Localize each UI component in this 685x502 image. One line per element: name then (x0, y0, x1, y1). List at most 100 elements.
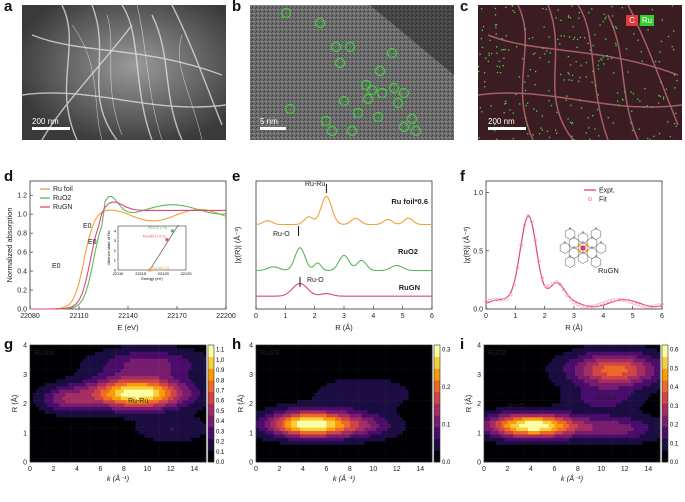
i-cell-6-11 (501, 382, 505, 387)
g-cell-59-3 (203, 355, 207, 360)
i-cell-2-27 (489, 437, 494, 442)
g-cell-34-15 (129, 396, 133, 401)
g-cell-51-19 (179, 410, 183, 415)
h-cell-7-14 (276, 393, 280, 397)
g-cell-12-16 (65, 400, 69, 404)
h-cell-13-10 (294, 379, 298, 384)
g-cell-17-8 (79, 372, 84, 377)
g-cell-48-15 (170, 396, 175, 401)
g-cell-40-29 (147, 444, 151, 449)
h-cell-4-25 (267, 431, 271, 435)
g-cell-13-27 (68, 437, 72, 442)
g-cell-0-29 (30, 444, 34, 449)
h-cell-9-15 (282, 396, 286, 401)
g-cell-3-7 (38, 369, 43, 373)
i-cell-1-25 (486, 431, 491, 435)
h-cell-10-19 (285, 410, 289, 415)
g-cell-14-0 (71, 345, 75, 349)
g-cell-45-30 (162, 448, 166, 452)
ru-signal-dot-7 (579, 36, 581, 38)
g-cell-18-27 (82, 437, 87, 442)
g-cell-38-17 (141, 403, 145, 408)
g-cell-3-13 (38, 389, 43, 394)
g-cell-26-7 (106, 369, 110, 373)
ru-signal-dot-136 (534, 84, 536, 86)
g-cell-43-33 (156, 458, 160, 463)
g-cell-36-13 (135, 389, 139, 394)
g-cbar-seg-7 (208, 443, 214, 446)
g-cell-39-14 (144, 393, 148, 397)
g-cell-34-26 (129, 434, 133, 439)
g-cell-59-6 (203, 365, 207, 370)
g-cell-59-28 (203, 441, 207, 446)
g-cell-16-8 (76, 372, 81, 377)
g-cell-30-10 (118, 379, 122, 384)
ru-signal-dot-88 (589, 138, 591, 140)
h-cell-14-2 (297, 351, 301, 356)
g-cell-59-10 (203, 379, 207, 384)
g-cell-42-25 (153, 431, 157, 435)
g-cell-30-14 (118, 393, 122, 397)
g-cell-47-18 (167, 406, 172, 411)
g-cell-20-30 (88, 448, 92, 452)
h-cell-11-29 (288, 444, 292, 449)
g-cell-53-0 (185, 345, 189, 349)
g-cell-35-29 (132, 444, 136, 449)
g-cell-49-6 (173, 365, 177, 370)
g-cell-25-26 (103, 434, 107, 439)
g-cell-5-21 (44, 417, 48, 422)
g-cell-12-0 (65, 345, 69, 349)
g-cell-50-11 (176, 382, 180, 387)
h-cell-12-20 (291, 413, 295, 418)
g-cell-43-15 (156, 396, 160, 401)
g-cell-5-31 (44, 451, 48, 456)
h-cell-6-28 (273, 441, 277, 446)
g-cell-14-16 (71, 400, 75, 404)
ru-signal-dot-242 (621, 7, 623, 9)
g-cell-41-21 (150, 417, 154, 422)
g-cell-39-24 (144, 427, 148, 432)
g-cell-17-30 (79, 448, 84, 452)
g-cell-52-11 (182, 382, 186, 387)
i-cell-6-30 (501, 448, 505, 452)
g-cell-14-24 (71, 427, 75, 432)
g-cell-0-0 (30, 345, 34, 349)
f-fit-point-88 (639, 303, 643, 308)
g-cell-50-23 (176, 424, 180, 428)
g-cell-15-8 (74, 372, 78, 377)
g-cell-21-15 (91, 396, 95, 401)
g-cell-28-3 (112, 355, 116, 360)
h-cell-5-30 (270, 448, 274, 452)
g-cell-39-22 (144, 420, 148, 425)
g-cell-14-3 (71, 355, 75, 360)
g-cell-17-29 (79, 444, 84, 449)
g-cell-2-17 (35, 403, 40, 408)
ru-atom-circle-13 (392, 97, 404, 109)
g-cell-46-24 (164, 427, 169, 432)
h-cell-4-28 (267, 441, 271, 446)
h-cell-7-32 (276, 455, 280, 459)
h-cell-12-9 (291, 376, 295, 380)
g-cell-3-5 (38, 362, 43, 366)
g-cell-51-29 (179, 444, 183, 449)
g-cell-20-9 (88, 376, 92, 380)
g-cell-7-11 (50, 382, 54, 387)
h-cell-10-15 (285, 396, 289, 401)
g-cell-30-22 (118, 420, 122, 425)
g-cell-12-32 (65, 455, 69, 459)
ru-signal-dot-108 (647, 29, 649, 31)
g-cell-1-14 (32, 393, 37, 397)
h-cell-3-1 (264, 348, 269, 353)
ru-atom-circle-17 (372, 111, 384, 123)
g-cell-50-7 (176, 369, 180, 373)
i-cell-2-9 (489, 376, 494, 380)
g-cell-15-2 (74, 351, 78, 356)
h-cell-14-10 (297, 379, 301, 384)
g-cell-11-20 (62, 413, 66, 418)
g-cell-30-5 (118, 362, 122, 366)
panel-label-b: b (232, 0, 242, 15)
i-cell-2-19 (489, 410, 494, 415)
g-cell-15-0 (74, 345, 78, 349)
g-cell-26-29 (106, 444, 110, 449)
h-cell-3-24 (264, 427, 269, 432)
